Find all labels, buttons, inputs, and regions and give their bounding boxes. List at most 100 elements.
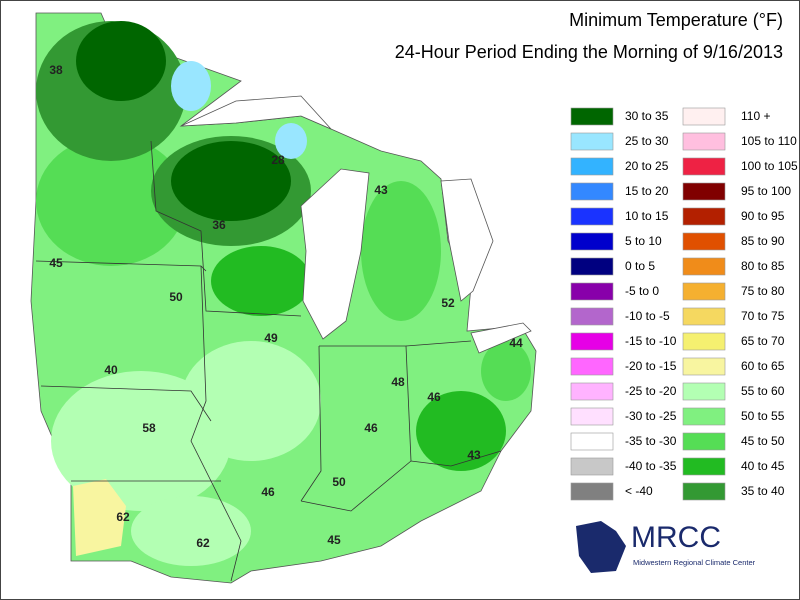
station-label: 40	[104, 363, 118, 377]
legend-swatch	[682, 232, 726, 251]
legend-swatch	[682, 357, 726, 376]
legend-swatch	[682, 332, 726, 351]
legend-swatch	[682, 107, 726, 126]
legend-label: 90 to 95	[741, 209, 785, 223]
legend-swatch	[682, 182, 726, 201]
lake-superior	[180, 95, 332, 130]
legend-label: 40 to 45	[741, 459, 785, 473]
station-label: 48	[391, 375, 405, 389]
logo-icon	[576, 521, 626, 573]
title: Minimum Temperature (°F)	[569, 10, 783, 30]
zone	[361, 181, 441, 321]
legend-swatch	[570, 132, 614, 151]
legend-label: 25 to 30	[625, 134, 669, 148]
legend-swatch	[570, 257, 614, 276]
legend-swatch	[570, 482, 614, 501]
legend-label: -30 to -25	[625, 409, 677, 423]
legend-swatch	[570, 307, 614, 326]
legend-swatch	[682, 407, 726, 426]
legend-label: -40 to -35	[625, 459, 677, 473]
legend-label: 80 to 85	[741, 259, 785, 273]
legend-swatch	[570, 107, 614, 126]
station-label: 58	[142, 421, 156, 435]
legend-label: 45 to 50	[741, 434, 785, 448]
zone	[416, 391, 506, 471]
legend-label: 10 to 15	[625, 209, 669, 223]
legend-label: 85 to 90	[741, 234, 785, 248]
legend-label: 20 to 25	[625, 159, 669, 173]
station-label: 44	[509, 336, 523, 350]
zone	[481, 341, 531, 401]
legend-swatch	[682, 457, 726, 476]
legend-label: -10 to -5	[625, 309, 670, 323]
lake-michigan	[300, 168, 370, 340]
legend-swatch	[682, 282, 726, 301]
legend-label: 15 to 20	[625, 184, 669, 198]
legend-label: 35 to 40	[741, 484, 785, 498]
legend-label: -20 to -15	[625, 359, 677, 373]
legend-label: 30 to 35	[625, 109, 669, 123]
legend-swatch	[682, 257, 726, 276]
legend: 30 to 35 25 to 30 20 to 25 15 to 20 10 to 15…	[570, 107, 798, 501]
legend-swatch	[570, 182, 614, 201]
state-line	[405, 340, 472, 347]
zone	[171, 141, 291, 221]
lakes	[180, 95, 532, 354]
legend-swatch	[570, 382, 614, 401]
station-label: 46	[364, 421, 378, 435]
legend-label: 70 to 75	[741, 309, 785, 323]
legend-swatch	[570, 282, 614, 301]
station-label: 52	[441, 296, 455, 310]
legend-label: 5 to 10	[625, 234, 662, 248]
zone	[211, 246, 311, 316]
legend-swatch	[570, 357, 614, 376]
zone	[181, 341, 321, 461]
legend-label: -15 to -10	[625, 334, 677, 348]
legend-swatch	[570, 432, 614, 451]
station-label: 49	[264, 331, 278, 345]
legend-label: 95 to 100	[741, 184, 791, 198]
logo-caption: Midwestern Regional Climate Center	[633, 558, 756, 567]
station-label: 50	[332, 475, 346, 489]
station-label: 62	[196, 536, 210, 550]
station-label: 50	[169, 290, 183, 304]
legend-label: 50 to 55	[741, 409, 785, 423]
legend-label: 55 to 60	[741, 384, 785, 398]
station-label: 46	[427, 390, 441, 404]
logo-name: MRCC	[631, 521, 721, 554]
legend-swatch	[570, 407, 614, 426]
legend-swatch	[570, 232, 614, 251]
legend-label: 110 +	[741, 109, 770, 123]
subtitle: 24-Hour Period Ending the Morning of 9/1…	[395, 42, 783, 62]
legend-label: -5 to 0	[625, 284, 659, 298]
station-label: 43	[467, 448, 481, 462]
legend-label: 65 to 70	[741, 334, 785, 348]
legend-swatch	[570, 332, 614, 351]
legend-label: -25 to -20	[625, 384, 677, 398]
legend-label: 60 to 65	[741, 359, 785, 373]
legend-label: 75 to 80	[741, 284, 785, 298]
legend-swatch	[682, 432, 726, 451]
zone	[171, 61, 211, 111]
legend-swatch	[682, 482, 726, 501]
state-lines	[35, 140, 502, 582]
station-label: 36	[212, 218, 226, 232]
legend-swatch	[682, 207, 726, 226]
legend-label: 100 to 105	[741, 159, 798, 173]
logo: MRCC Midwestern Regional Climate Center	[576, 521, 756, 573]
zone	[73, 479, 126, 556]
legend-swatch	[682, 382, 726, 401]
zone	[275, 123, 307, 159]
station-label: 45	[327, 533, 341, 547]
state-line	[40, 385, 212, 422]
zone	[36, 136, 186, 266]
station-label: 43	[374, 183, 388, 197]
legend-swatch	[570, 457, 614, 476]
station-label: 28	[271, 153, 285, 167]
legend-swatch	[682, 307, 726, 326]
zone	[131, 496, 251, 566]
station-label: 38	[49, 63, 63, 77]
station-labels: 38 28 43 36 45 50 52 49 44 40 48 46 58 46 43 50 46 62 45 62	[49, 63, 523, 550]
legend-label: 0 to 5	[625, 259, 655, 273]
